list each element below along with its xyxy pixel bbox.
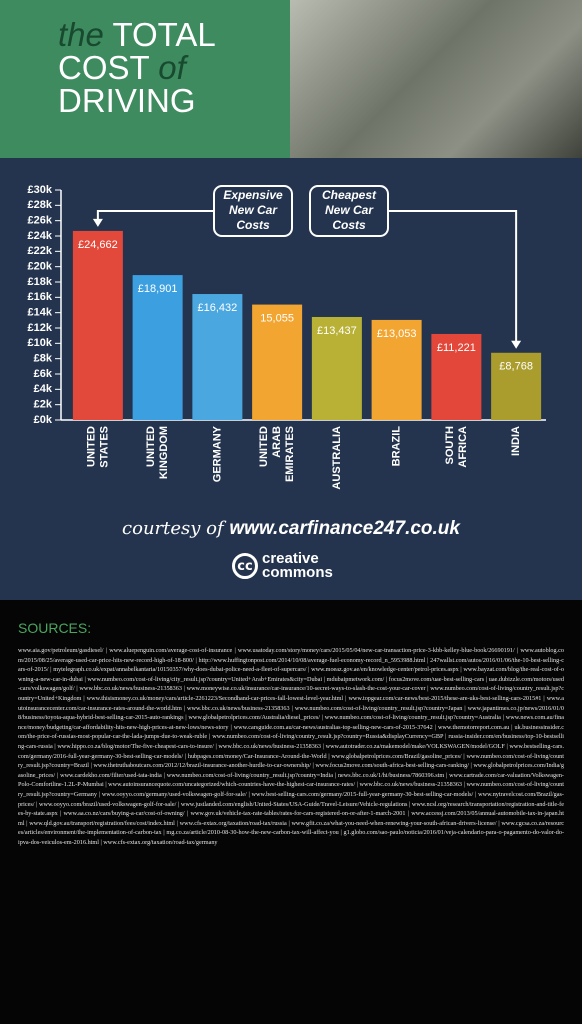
license-text: creative — [262, 550, 319, 567]
bar — [72, 230, 123, 420]
value-label: £24,662 — [78, 239, 118, 251]
bar — [371, 319, 422, 420]
y-tick-label: £16k — [28, 291, 53, 303]
title-word: the — [58, 16, 104, 53]
x-tick-word: SOUTH — [444, 426, 456, 465]
bar — [491, 352, 542, 420]
bar — [192, 294, 243, 420]
sources-text: www.aia.gov/petroleum/gasdiesel/ | www.a… — [18, 647, 564, 846]
annotation-line: Costs — [236, 218, 270, 232]
y-tick-label: £10k — [28, 337, 53, 349]
x-tick-word: STATES — [98, 426, 110, 468]
x-tick-label: AUSTRALIA — [331, 426, 343, 490]
x-tick-word: UNITED — [258, 426, 270, 467]
value-label: £16,432 — [197, 302, 237, 314]
arrow — [96, 210, 214, 221]
y-tick-label: £22k — [28, 245, 53, 257]
x-tick-label: INDIA — [510, 426, 522, 456]
x-tick-label: GERMANY — [211, 425, 223, 482]
value-label: £13,437 — [317, 325, 357, 337]
y-tick-label: £28k — [28, 199, 53, 211]
annotation: Expensive New Car Costs — [223, 188, 283, 232]
bar — [311, 316, 362, 420]
annotation-line: New Car — [229, 203, 278, 217]
y-tick-label: £18k — [28, 276, 53, 288]
annotation-line: Expensive — [223, 188, 283, 202]
arrowhead — [92, 218, 103, 227]
title-word: of — [158, 49, 186, 86]
x-tick-label: UNITEDKINGDOM — [145, 426, 170, 479]
value-label: £18,901 — [138, 283, 178, 295]
arrow — [388, 210, 518, 343]
y-tick-label: £30k — [28, 184, 53, 196]
x-tick-label: SOUTHAFRICA — [444, 426, 469, 468]
x-tick-label: BRAZIL — [391, 426, 403, 467]
value-label: £8,768 — [499, 361, 533, 373]
license-text: commons — [262, 564, 333, 581]
value-label: 15,055 — [260, 312, 294, 324]
chart: £0k £2k £4k £6k £8k £10k £12k £14k £16k £18k £20k £… — [28, 184, 546, 490]
license: cc creative commons — [232, 550, 333, 581]
x-tick-word: AUSTRALIA — [331, 426, 343, 490]
sources-heading: SOURCES: — [18, 620, 92, 636]
title-word: COST — [58, 49, 150, 86]
title-word: TOTAL — [112, 16, 216, 53]
annotation-line: Costs — [332, 218, 366, 232]
y-tick-label: £0k — [34, 414, 53, 426]
y-tick-label: £8k — [34, 353, 53, 365]
site: www.carfinance247.co.uk — [229, 518, 460, 539]
value-label: £11,221 — [437, 342, 476, 354]
arrowhead — [511, 340, 522, 349]
x-tick-label: UNITEDARABEMIRATES — [258, 426, 296, 482]
title-word: DRIVING — [58, 82, 196, 119]
y-tick-label: £24k — [28, 230, 53, 242]
x-tick-word: BRAZIL — [391, 426, 403, 467]
value-label: £13,053 — [377, 328, 417, 340]
y-tick-label: £6k — [34, 368, 53, 380]
x-tick-word: EMIRATES — [284, 426, 296, 482]
annotation: Cheapest New Car Costs — [322, 188, 377, 232]
y-tick-label: £4k — [34, 383, 53, 395]
y-tick-label: £26k — [28, 215, 53, 227]
x-tick-word: GERMANY — [211, 425, 223, 482]
x-tick-word: KINGDOM — [158, 426, 170, 479]
y-tick-label: £2k — [34, 399, 53, 411]
bar — [431, 333, 482, 420]
annotation-line: New Car — [325, 203, 374, 217]
courtesy: courtesy of www.carfinance247.co.uk — [0, 518, 582, 540]
photo — [290, 0, 582, 158]
annotation-line: Cheapest — [322, 188, 377, 202]
y-tick-label: £20k — [28, 261, 53, 273]
x-tick-word: ARAB — [271, 426, 283, 458]
y-tick-label: £14k — [28, 307, 53, 319]
bar — [252, 304, 303, 420]
y-tick-label: £12k — [28, 322, 53, 334]
cc-logo: cc — [232, 553, 258, 579]
x-tick-word: UNITED — [85, 426, 97, 467]
x-tick-label: UNITEDSTATES — [85, 426, 110, 468]
x-tick-word: UNITED — [145, 426, 157, 467]
title: the TOTAL COST of DRIVING — [58, 18, 216, 117]
x-tick-word: INDIA — [510, 426, 522, 456]
x-tick-word: AFRICA — [457, 426, 469, 468]
courtesy-text: courtesy of — [122, 518, 224, 539]
bar — [132, 275, 183, 420]
